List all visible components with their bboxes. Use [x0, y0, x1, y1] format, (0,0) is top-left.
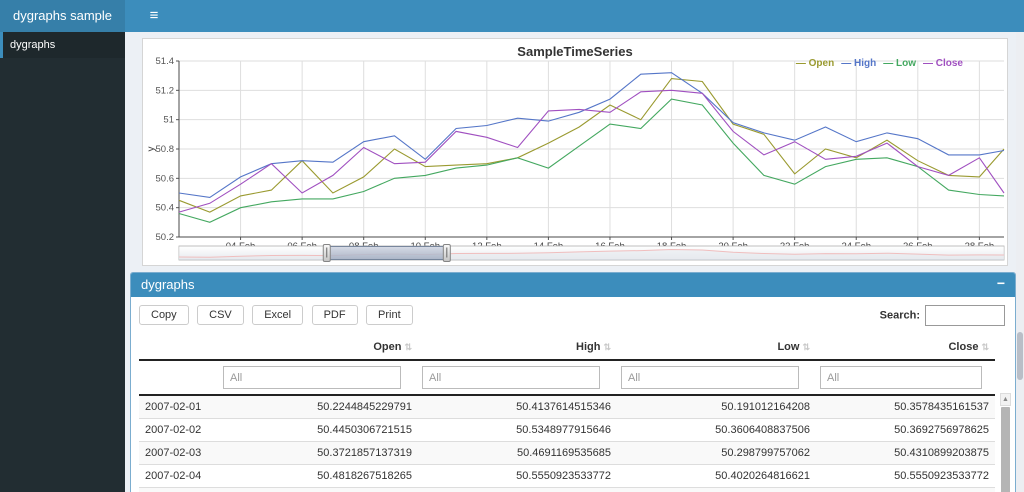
legend-item-open: — Open [795, 58, 835, 69]
collapse-icon[interactable]: − [996, 275, 1005, 291]
open-filter-input[interactable] [223, 366, 401, 389]
cell-value: 50.4310899203875 [816, 441, 995, 465]
series-line-open [178, 78, 1005, 213]
chart-card: SampleTimeSeries — Open — High — Low — Clos… [142, 38, 1008, 266]
table-header-row: Open ⇅ High ⇅ Low ⇅ Close ⇅ [139, 335, 995, 361]
print-button[interactable]: Print [366, 305, 413, 325]
table-toolbar: Copy CSV Excel PDF Print Search: [139, 305, 1007, 335]
cell-date: 2007-02-01 [139, 394, 219, 419]
cell-value: 50.4818267518265 [219, 464, 418, 488]
table-row: 2007-02-02 50.4450306721515 50.53489779156… [139, 418, 995, 442]
column-header-close[interactable]: Close ⇅ [816, 335, 995, 361]
chart-legend: — Open — High — Low — Close [789, 58, 963, 69]
cell-value: 50.4450306721515 [219, 418, 418, 442]
cell-value: 50.4020264816621 [617, 464, 816, 488]
sidebar: dygraphs [0, 32, 125, 492]
dygraphs-panel: dygraphs − Copy CSV Excel PDF Print Sear… [130, 272, 1016, 492]
legend-item-high: — High [841, 58, 877, 69]
cell-date: 2007-02-04 [139, 464, 219, 488]
column-header-date[interactable] [139, 335, 219, 361]
csv-button[interactable]: CSV [197, 305, 244, 325]
sidebar-toggle-icon[interactable]: ≡ [149, 7, 159, 24]
search-label: Search: [879, 309, 920, 322]
column-header-low[interactable]: Low ⇅ [617, 335, 816, 361]
svg-text:50.4: 50.4 [156, 203, 175, 214]
series-line-low [178, 98, 1005, 223]
cell-value: 50.298799757062 [617, 441, 816, 465]
main-content: SampleTimeSeries — Open — High — Low — Clos… [125, 32, 1016, 492]
cell-value: 50.5550923533772 [418, 464, 617, 488]
series-line-high [178, 72, 1005, 198]
range-selector-window[interactable] [326, 246, 448, 260]
table-row: 2007-02-04 50.4818267518265 50.55509235337… [139, 464, 995, 488]
sidebar-item-dygraphs[interactable]: dygraphs [0, 32, 125, 58]
data-table: Open⇅ High⇅ Low⇅ Close⇅ 2007-02-0150.224… [139, 335, 995, 492]
legend-item-low: — Low [883, 58, 916, 69]
cell-date: 2007-02-02 [139, 418, 219, 442]
filter-cell-open [219, 360, 418, 396]
search-area: Search: [880, 305, 1005, 326]
svg-text:50.2: 50.2 [156, 232, 175, 243]
pdf-button[interactable]: PDF [311, 305, 358, 325]
close-filter-input[interactable] [820, 366, 983, 389]
cell-value: 50.3578435161537 [816, 394, 995, 419]
cell-value: 50.2244845229791 [219, 394, 418, 419]
low-filter-input[interactable] [621, 366, 799, 389]
cell-value: 50.6978278150252 [816, 487, 995, 492]
filter-cell-date [139, 360, 219, 396]
page-scrollbar[interactable] [1016, 32, 1024, 492]
legend-item-close: — Close [922, 58, 963, 69]
high-filter-input[interactable] [422, 366, 600, 389]
table-row: 2007-02-03 50.3721857137319 50.46911695356… [139, 441, 995, 465]
series-line-close [178, 89, 1005, 213]
sort-icon: ⇅ [404, 342, 412, 352]
cell-value: 50.5348977915646 [418, 418, 617, 442]
copy-button[interactable]: Copy [139, 305, 189, 325]
top-navbar: dygraphs sample ≡ [0, 0, 1024, 32]
cell-value: 50.191012164208 [617, 394, 816, 419]
cell-value: 50.3721857137319 [219, 441, 418, 465]
table-row: 2007-02-0550.52389382819150.697827815025… [139, 487, 995, 492]
y-axis-label: y [146, 147, 157, 152]
filter-cell-low [617, 360, 816, 396]
cell-value: 50.5550923533772 [816, 464, 995, 488]
filter-cell-close [816, 360, 995, 396]
svg-text:50.6: 50.6 [156, 173, 175, 184]
panel-header: dygraphs − [131, 273, 1015, 297]
cell-value: 50.4691169535685 [418, 441, 617, 465]
brand-logo: dygraphs sample [0, 0, 125, 32]
column-header-open[interactable]: Open ⇅ [219, 335, 418, 361]
column-header-high[interactable]: High ⇅ [418, 335, 617, 361]
sort-icon: ⇅ [802, 342, 810, 352]
svg-text:51.4: 51.4 [156, 56, 175, 67]
panel-title: dygraphs [141, 277, 195, 292]
table-scrollbar: ▲ [1000, 393, 1011, 492]
cell-value: 50.3692756978625 [816, 418, 995, 442]
sort-icon: ⇅ [603, 342, 611, 352]
svg-text:51: 51 [163, 115, 174, 126]
column-filter-row [139, 360, 995, 396]
excel-button[interactable]: Excel [252, 305, 304, 325]
cell-value: 50.6978278150252 [418, 487, 617, 492]
cell-date: 2007-02-05 [139, 487, 219, 492]
svg-text:50.8: 50.8 [156, 144, 175, 155]
cell-value: 50.3606408837506 [617, 418, 816, 442]
scroll-up-icon[interactable]: ▲ [1000, 393, 1011, 406]
filter-cell-high [418, 360, 617, 396]
table-row: 2007-02-01 50.2244845229791 50.41376145153… [139, 394, 995, 419]
table-scrollbar-thumb[interactable] [1001, 407, 1010, 492]
page-scrollbar-thumb[interactable] [1017, 332, 1023, 380]
panel-body: Copy CSV Excel PDF Print Search: Open ⇅ [131, 297, 1015, 492]
svg-text:51.2: 51.2 [156, 85, 175, 96]
chart-title: SampleTimeSeries [517, 44, 633, 59]
cell-value: 50.523893828191 [219, 487, 418, 492]
cell-value: 50.4137614515346 [418, 394, 617, 419]
cell-date: 2007-02-03 [139, 441, 219, 465]
sidebar-item-label: dygraphs [10, 39, 56, 51]
search-input[interactable] [925, 305, 1005, 326]
sort-icon: ⇅ [981, 342, 989, 352]
cell-value: 50.459767560449 [617, 487, 816, 492]
